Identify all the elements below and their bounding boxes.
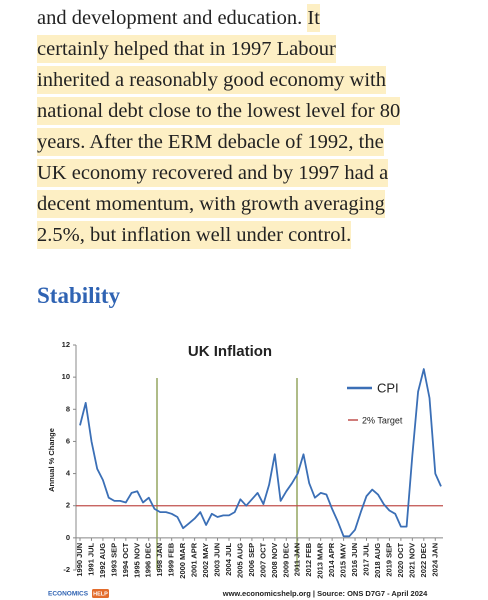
x-tick-label: 2020 OCT [396,542,405,577]
x-tick-label: 2000 MAR [178,542,187,578]
y-tick-label: 6 [66,436,70,445]
x-tick-label: 1998 JAN [155,543,164,577]
y-axis-label: Annual % Change [47,428,56,492]
text-line: and development and education. It [37,3,320,34]
x-tick-label: 2016 JUN [350,543,359,577]
highlighted-text: It [307,4,320,32]
x-tick-label: 1994 OCT [121,542,130,577]
y-tick-label: 2 [66,501,70,510]
x-tick-label: 1993 SEP [109,543,118,577]
y-tick-label: 4 [66,469,71,478]
x-tick-label: 2021 NOV [407,543,416,578]
x-tick-label: 2012 FEB [304,542,313,576]
x-tick-label: 1991 JUL [86,542,95,575]
text-line: years. After the ERM debacle of 1992, th… [37,127,384,158]
logo: ECONOMICS [48,591,89,598]
legend-label: CPI [377,380,399,395]
text-line: decent momentum, with growth averaging [37,189,385,220]
x-tick-label: 2019 SEP [384,543,393,577]
text-line: UK economy recovered and by 1997 had a [37,158,389,189]
y-tick-label: -2 [63,565,70,574]
x-tick-label: 2015 MAY [339,543,348,578]
x-tick-label: 2008 NOV [270,543,279,578]
x-tick-label: 2003 JUN [213,543,222,577]
highlighted-text: years. After the ERM debacle of 1992, th… [37,128,384,156]
highlighted-text: 2.5%, but inflation well under control. [37,221,352,249]
x-tick-label: 2006 SEP [247,543,256,577]
x-tick-label: 2014 APR [327,542,336,577]
x-tick-label: 2002 MAY [201,543,210,578]
x-tick-label: 2013 MAR [316,542,325,578]
legend-label: 2% Target [362,415,403,425]
highlighted-text: inherited a reasonably good economy with [37,66,386,94]
heading: Stability [37,283,121,308]
chart-bg [40,330,470,600]
y-tick-label: 8 [66,404,70,413]
x-tick-label: 2007 OCT [258,542,267,577]
logo-badge-text: HELP [93,591,108,597]
highlighted-text: certainly helped that in 1997 Labour [37,35,336,63]
y-tick-label: 0 [66,533,70,542]
text-line: national debt close to the lowest level … [37,96,401,127]
x-tick-label: 1990 JUN [75,543,84,577]
x-tick-label: 2017 JUL [361,542,370,575]
cpi-line [79,368,442,538]
text-line: 2.5%, but inflation well under control. [37,220,352,251]
x-tick-label: 2005 AUG [235,543,244,578]
x-tick-label: 1992 AUG [98,543,107,578]
x-tick-label: 2024 JAN [430,543,439,577]
highlighted-text: decent momentum, with growth averaging [37,190,385,218]
x-tick-label: 2009 DEC [281,542,290,577]
x-tick-label: 2004 JUL [224,542,233,575]
x-tick-label: 2018 AUG [373,543,382,578]
x-tick-label: 1996 DEC [144,542,153,577]
x-tick-label: 2001 APR [190,542,199,577]
x-tick-label: 2022 DEC [419,542,428,577]
highlighted-text: national debt close to the lowest level … [37,97,401,125]
highlighted-text: UK economy recovered and by 1997 had a [37,159,389,187]
text-line: certainly helped that in 1997 Labour [37,34,336,65]
y-tick-label: 12 [62,340,70,349]
source: www.economicshelp.org | Source: ONS D7G7… [222,589,428,598]
logo-badge [92,589,109,598]
x-tick-label: 2011 JAN [293,543,302,576]
chart-title: UK Inflation [188,343,272,360]
y-tick-label: 10 [62,372,70,381]
text: and development and education. [37,7,303,29]
x-tick-label: 1999 FEB [167,542,176,576]
x-tick-label: 1995 NOV [132,543,141,578]
text-line: inherited a reasonably good economy with [37,65,386,96]
